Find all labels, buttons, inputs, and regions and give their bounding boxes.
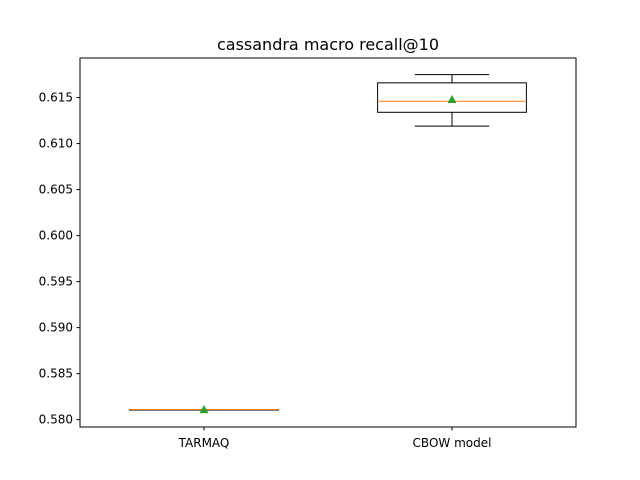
- boxplots: [129, 74, 527, 414]
- y-tick-label: 0.580: [39, 413, 73, 427]
- y-tick-label: 0.590: [39, 321, 73, 335]
- y-tick-label: 0.585: [39, 367, 73, 381]
- mean-marker: [447, 94, 457, 104]
- y-tick-label: 0.615: [39, 91, 73, 105]
- y-tick-label: 0.610: [39, 137, 73, 151]
- mean-marker: [199, 405, 209, 414]
- axes-frame: [79, 57, 577, 428]
- x-axis: TARMAQ CBOW model: [178, 427, 492, 450]
- x-tick-label: TARMAQ: [178, 436, 230, 450]
- boxplot-tarmaq: [129, 405, 279, 414]
- y-tick-label: 0.595: [39, 275, 73, 289]
- y-tick-label: 0.605: [39, 183, 73, 197]
- y-tick-label: 0.600: [39, 229, 73, 243]
- y-axis: 0.580 0.585 0.590 0.595 0.600 0.605 0.610 0.615: [39, 91, 80, 427]
- iqr-box: [377, 82, 527, 113]
- boxplot-cbow-model: [377, 74, 527, 127]
- chart-title: cassandra macro recall@10: [217, 35, 439, 54]
- x-tick-label: CBOW model: [413, 436, 492, 450]
